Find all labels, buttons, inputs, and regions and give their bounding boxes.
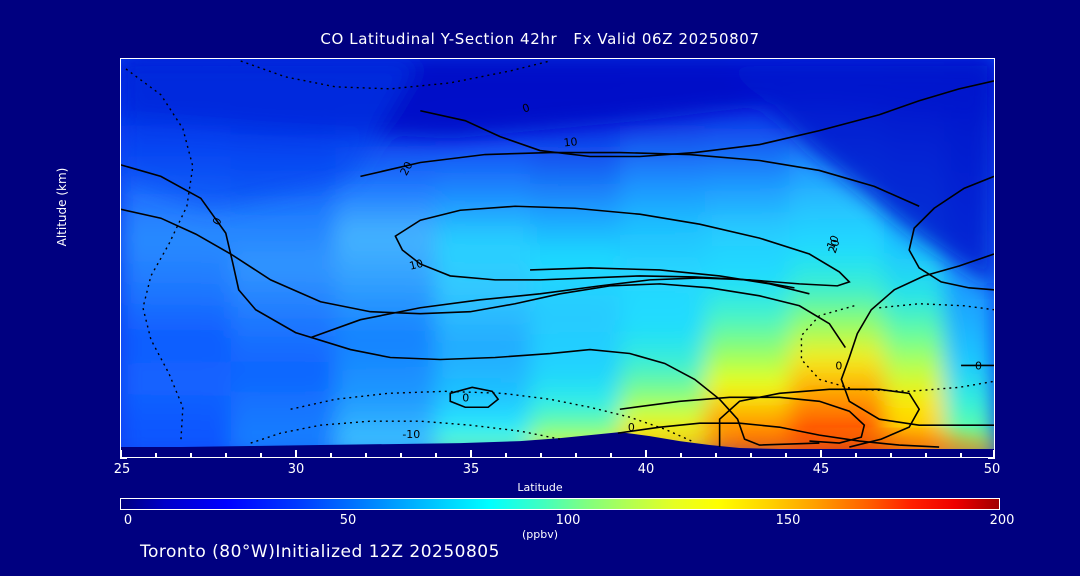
x-tick-minor-38 bbox=[575, 453, 577, 458]
x-tick-minor-49 bbox=[960, 453, 962, 458]
x-tick-mark-25 bbox=[120, 450, 122, 458]
x-tick-minor-44 bbox=[785, 453, 787, 458]
x-tick-mark-45 bbox=[820, 450, 822, 458]
contour-solid-group bbox=[121, 80, 994, 448]
x-tick-minor-27 bbox=[190, 453, 192, 458]
contour-label-0-top: 0 bbox=[521, 101, 532, 116]
contour-label-0-low: 0 bbox=[462, 391, 469, 404]
plot-area[interactable]: 0 0 20 20 10 10 10 0 0 0 0 -10 bbox=[120, 58, 995, 458]
contour-label-0-right: 0 bbox=[835, 359, 842, 372]
x-tick-minor-37 bbox=[540, 453, 542, 458]
colorbar-tick-150: 150 bbox=[775, 513, 801, 528]
contour-label-0-surface: 0 bbox=[628, 421, 635, 434]
x-tick-mark-50 bbox=[993, 450, 995, 458]
page-title: CO Latitudinal Y-Section 42hr Fx Valid 0… bbox=[320, 30, 760, 48]
contour-plot-canvas: 0 0 20 20 10 10 10 0 0 0 0 -10 bbox=[121, 59, 994, 457]
x-tick-minor-29 bbox=[260, 453, 262, 458]
x-tick-label-35: 35 bbox=[462, 462, 480, 477]
footer-caption: Toronto (80°W)Initialized 12Z 20250805 bbox=[140, 542, 500, 562]
x-tick-minor-31 bbox=[330, 453, 332, 458]
x-tick-label-45: 45 bbox=[812, 462, 830, 477]
x-tick-minor-42 bbox=[715, 453, 717, 458]
colorbar-tick-200: 200 bbox=[989, 513, 1015, 528]
contour-label-group: 0 0 20 20 10 10 10 0 0 0 0 -10 bbox=[210, 101, 982, 441]
x-tick-mark-35 bbox=[470, 450, 472, 458]
contour-label-20-right: 20 bbox=[826, 238, 843, 255]
x-tick-label-50: 50 bbox=[983, 462, 1001, 477]
x-tick-label-25: 25 bbox=[113, 462, 131, 477]
x-tick-minor-43 bbox=[750, 453, 752, 458]
x-axis-label: Latitude bbox=[517, 481, 563, 494]
contour-label-neg10: -10 bbox=[402, 428, 420, 441]
x-tick-minor-48 bbox=[925, 453, 927, 458]
contour-label-0-far-right: 0 bbox=[975, 359, 982, 372]
x-tick-minor-36 bbox=[505, 453, 507, 458]
contour-label-10-left: 10 bbox=[408, 257, 425, 273]
terrain-mask bbox=[121, 432, 994, 457]
y-axis-label: Altitude (km) bbox=[55, 167, 69, 247]
x-tick-minor-41 bbox=[680, 453, 682, 458]
contour-dotted-group bbox=[125, 60, 994, 444]
contour-label-10-rt: 10 bbox=[824, 233, 842, 251]
x-tick-minor-28 bbox=[225, 453, 227, 458]
x-tick-minor-32 bbox=[365, 453, 367, 458]
colorbar-unit-label: (ppbv) bbox=[521, 528, 559, 541]
x-tick-minor-26 bbox=[155, 453, 157, 458]
contour-label-10-top: 10 bbox=[563, 135, 578, 149]
colorbar[interactable] bbox=[120, 498, 1000, 510]
x-tick-minor-34 bbox=[435, 453, 437, 458]
x-tick-minor-47 bbox=[890, 453, 892, 458]
colorbar-gradient bbox=[121, 499, 999, 509]
contour-label-20-left: 20 bbox=[398, 159, 416, 177]
colorbar-tick-50: 50 bbox=[339, 513, 357, 528]
x-tick-minor-33 bbox=[400, 453, 402, 458]
x-tick-label-40: 40 bbox=[637, 462, 655, 477]
x-tick-mark-40 bbox=[645, 450, 647, 458]
colorbar-tick-100: 100 bbox=[555, 513, 581, 528]
x-tick-label-30: 30 bbox=[287, 462, 305, 477]
x-tick-minor-46 bbox=[855, 453, 857, 458]
colorbar-tick-0: 0 bbox=[123, 513, 133, 528]
x-tick-mark-30 bbox=[295, 450, 297, 458]
x-tick-minor-39 bbox=[610, 453, 612, 458]
